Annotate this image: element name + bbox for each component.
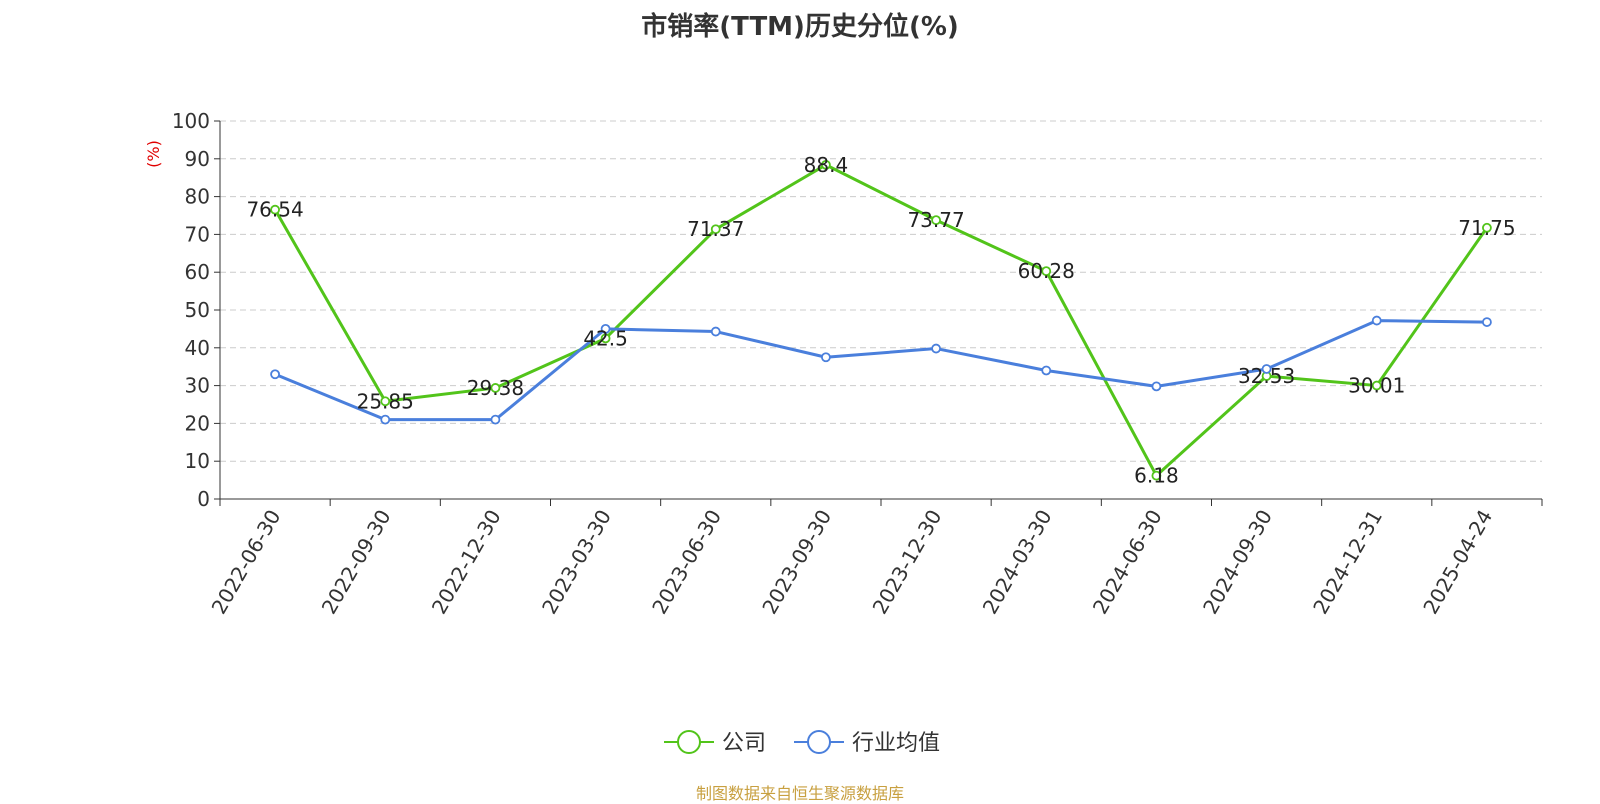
legend-marker: [807, 730, 831, 754]
data-point: [1371, 315, 1382, 326]
legend-label: 公司: [722, 731, 766, 756]
legend[interactable]: 公司 行业均值: [664, 730, 940, 756]
x-tick-label: 2024-03-30: [978, 506, 1057, 619]
x-tick-label: 2023-03-30: [537, 506, 616, 619]
data-point: [270, 369, 280, 380]
data-point: [600, 323, 611, 334]
data-point: [1482, 222, 1492, 233]
legend-marker: [677, 730, 701, 754]
data-point: [270, 204, 280, 215]
data-point: [600, 333, 611, 344]
data-point: [1041, 365, 1052, 376]
x-tick-label: 2023-09-30: [757, 506, 836, 619]
x-tick-label: 2022-12-30: [427, 505, 506, 618]
data-point: [490, 383, 501, 393]
data-point: [1041, 266, 1052, 277]
y-tick-label: 20: [185, 411, 210, 435]
data-label: 71.75: [1458, 216, 1515, 240]
data-label: 71.37: [687, 217, 744, 241]
data-point: [931, 343, 941, 354]
y-tick-label: 30: [185, 374, 210, 398]
y-tick-label: 90: [185, 147, 210, 171]
data-point: [931, 215, 941, 226]
data-source-note: 制图数据来自恒生聚源数据库: [695, 784, 904, 803]
data-point: [1482, 317, 1492, 327]
data-point: [380, 414, 391, 425]
series-line-company: [273, 163, 1489, 478]
data-label: 29.38: [467, 376, 524, 400]
data-labels: 76.54 25.85 29.38 42.5 71.37 88.4 73.77 60.28 6.…: [246, 153, 1515, 488]
data-point: [821, 159, 831, 170]
data-label: 6.18: [1134, 464, 1179, 488]
chart-title: 市销率(TTM)历史分位(%): [641, 12, 959, 42]
x-tick-label: 2022-06-30: [207, 506, 286, 619]
y-tick-label: 10: [185, 449, 210, 473]
data-label: 42.5: [583, 326, 628, 350]
data-label: 60.28: [1018, 259, 1075, 283]
x-tick-label: 2023-06-30: [647, 506, 726, 619]
data-label: 88.4: [804, 153, 849, 177]
x-tick-label: 2023-12-30: [868, 505, 947, 618]
data-point: [1261, 364, 1272, 374]
data-point: [1151, 381, 1162, 392]
data-label: 30.01: [1348, 374, 1405, 398]
x-tick-label: 2024-12-31: [1308, 506, 1387, 619]
data-point: [1371, 380, 1382, 391]
x-tick-label: 2024-09-30: [1198, 506, 1277, 619]
legend-item-company[interactable]: 公司: [664, 730, 766, 756]
x-tick-label: 2024-06-30: [1088, 506, 1167, 619]
series-lines: [270, 159, 1492, 481]
data-label: 32.53: [1238, 364, 1295, 388]
y-axis-unit-label: (%): [144, 140, 163, 168]
data-point: [821, 352, 831, 363]
y-tick-label: 50: [185, 298, 210, 322]
y-tick-label: 40: [185, 336, 210, 360]
y-tick-label: 0: [197, 487, 210, 511]
y-tick-label: 70: [185, 222, 210, 246]
data-label: 73.77: [907, 208, 964, 232]
legend-label: 行业均值: [852, 731, 940, 756]
data-point: [710, 326, 721, 337]
series-line-industry: [274, 319, 1487, 422]
x-tick-label: 2022-09-30: [317, 506, 396, 619]
grid-lines: [220, 120, 1542, 462]
data-point: [710, 224, 721, 235]
data-label: 25.85: [357, 389, 414, 413]
data-point: [380, 396, 391, 407]
axes: 0 10 20 30 40 50 60 70 80 90 100 2022-06-30 2022-09-…: [172, 109, 1543, 619]
data-label: 76.54: [246, 198, 303, 222]
legend-item-industry[interactable]: 行业均值: [794, 730, 940, 756]
x-tick-label: 2025-04-24: [1418, 506, 1497, 619]
data-point: [1151, 470, 1162, 481]
y-tick-label: 100: [172, 109, 210, 133]
y-tick-label: 60: [185, 260, 210, 284]
data-point: [490, 414, 501, 425]
y-tick-label: 80: [185, 185, 210, 209]
